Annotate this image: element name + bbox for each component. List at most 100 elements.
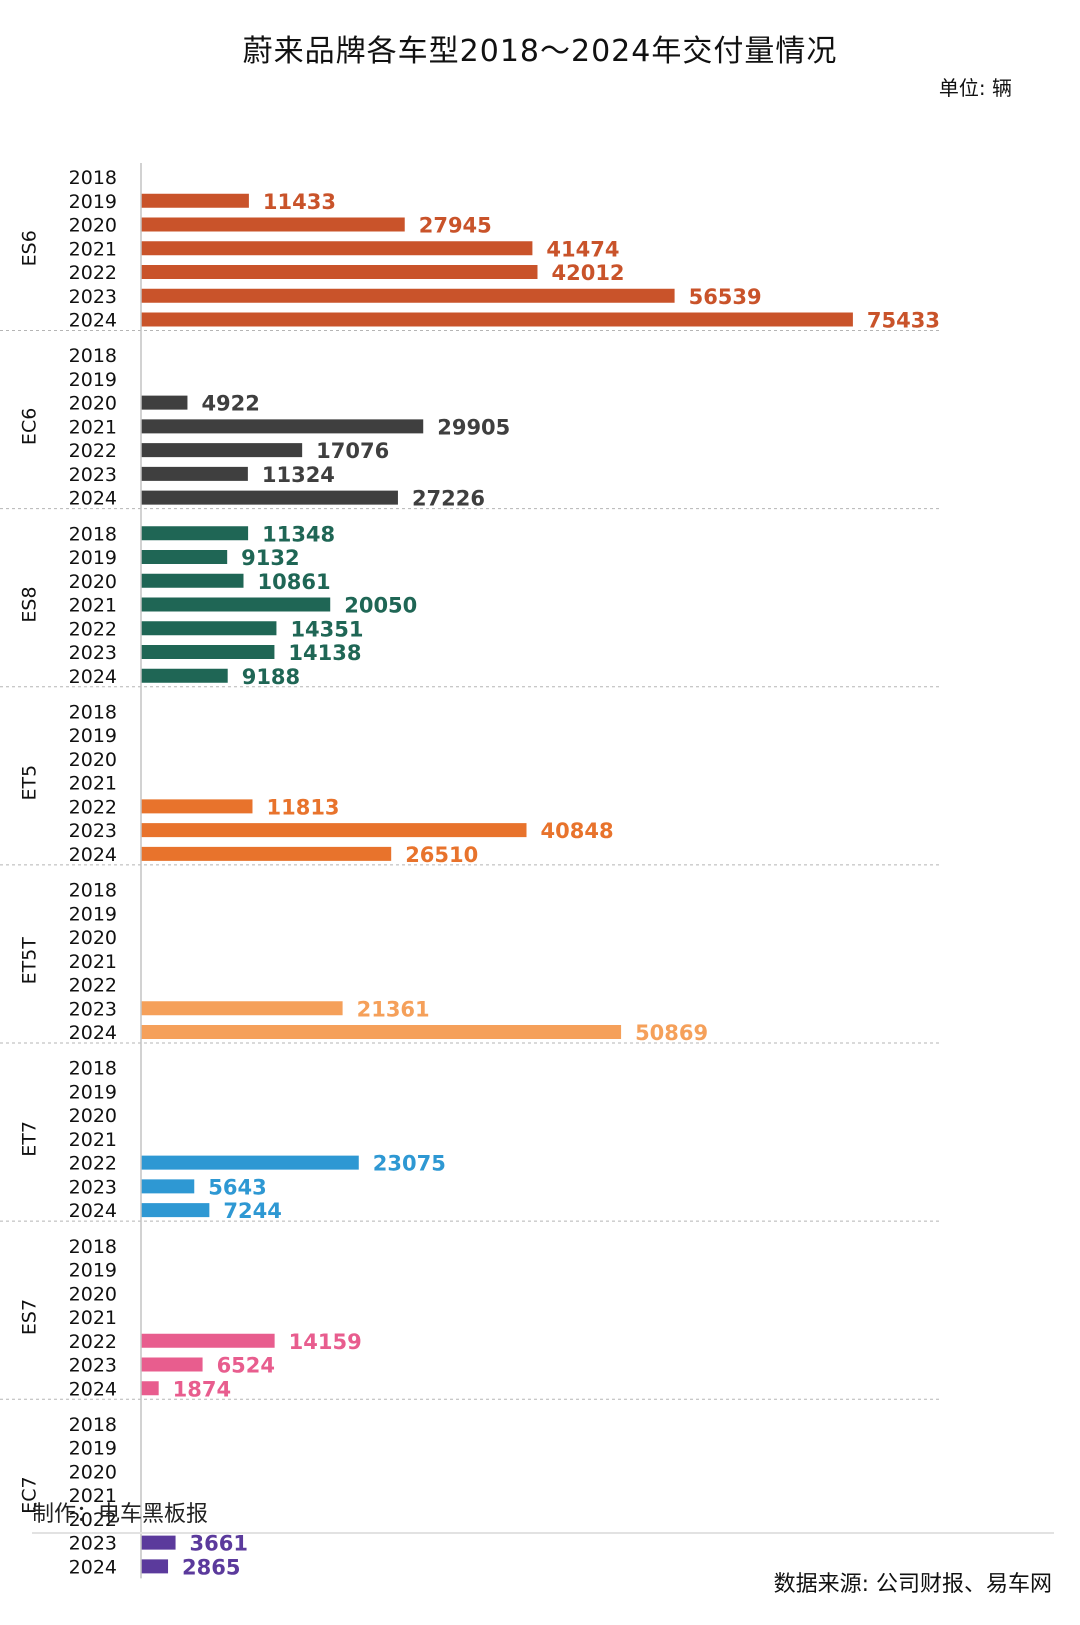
- bar-es8-2019: [141, 550, 228, 564]
- value-label: 1874: [173, 1377, 231, 1401]
- year-tick-label: 2021: [69, 773, 117, 795]
- year-tick-label: 2021: [69, 416, 117, 438]
- value-label: 27945: [419, 214, 492, 238]
- year-tick-label: 2024: [69, 844, 117, 866]
- year-tick-label: 2023: [69, 642, 117, 664]
- bar-es8-2021: [141, 597, 331, 612]
- value-label: 26510: [405, 843, 478, 867]
- credit-text: 制作：电车黑板报: [32, 1502, 209, 1527]
- year-tick-label: 2024: [69, 1378, 117, 1400]
- year-tick-label: 2018: [69, 523, 117, 545]
- value-label: 29905: [437, 415, 510, 439]
- bar-et5t-2023: [141, 1001, 343, 1016]
- year-tick-label: 2019: [69, 547, 117, 569]
- value-label: 14138: [288, 641, 361, 665]
- year-tick-label: 2023: [69, 1355, 117, 1377]
- value-label: 2865: [182, 1555, 240, 1579]
- value-label: 9188: [242, 665, 300, 689]
- year-tick-label: 2020: [69, 215, 117, 237]
- year-tick-label: 2022: [69, 1153, 117, 1175]
- model-label-et7: ET7: [19, 1121, 41, 1157]
- bar-es8-2022: [141, 621, 277, 636]
- bar-es6-2021: [141, 241, 533, 256]
- year-tick-label: 2024: [69, 666, 117, 688]
- year-tick-label: 2024: [69, 1200, 117, 1222]
- value-label: 21361: [357, 997, 430, 1021]
- model-label-es7: ES7: [19, 1299, 41, 1335]
- year-tick-label: 2021: [69, 951, 117, 973]
- year-tick-label: 2020: [69, 1105, 117, 1127]
- bar-ec6-2020: [141, 395, 188, 410]
- bar-es8-2018: [141, 526, 249, 541]
- bar-es6-2019: [141, 193, 249, 208]
- year-tick-label: 2019: [69, 1081, 117, 1103]
- year-tick-label: 2020: [69, 927, 117, 949]
- value-label: 42012: [551, 261, 624, 285]
- value-label: 3661: [190, 1532, 248, 1556]
- model-label-et5t: ET5T: [19, 937, 41, 985]
- year-tick-label: 2022: [69, 618, 117, 640]
- bar-es6-2022: [141, 265, 538, 279]
- year-tick-label: 2021: [69, 1485, 117, 1507]
- year-tick-label: 2022: [69, 796, 117, 818]
- bar-et5-2022: [141, 799, 253, 814]
- model-label-ec7: EC7: [19, 1476, 41, 1513]
- value-label: 23075: [373, 1152, 446, 1176]
- year-tick-label: 2020: [69, 393, 117, 415]
- bar-ec6-2021: [141, 419, 424, 434]
- value-label: 20050: [344, 594, 417, 618]
- value-label: 14351: [290, 617, 363, 641]
- value-label: 10861: [258, 570, 331, 594]
- year-tick-label: 2019: [69, 1438, 117, 1460]
- year-tick-label: 2018: [69, 1058, 117, 1080]
- value-label: 27226: [412, 487, 485, 511]
- year-tick-label: 2019: [69, 725, 117, 747]
- year-tick-label: 2022: [69, 1331, 117, 1353]
- year-tick-label: 2024: [69, 1022, 117, 1044]
- bar-es8-2020: [141, 573, 244, 588]
- value-label: 11813: [266, 795, 339, 819]
- bar-et7-2023: [141, 1179, 195, 1194]
- bar-es8-2024: [141, 668, 228, 683]
- bar-et7-2022: [141, 1155, 359, 1170]
- year-tick-label: 2020: [69, 749, 117, 771]
- value-label: 4922: [201, 392, 259, 416]
- year-tick-label: 2024: [69, 488, 117, 510]
- year-tick-label: 2022: [69, 1509, 117, 1531]
- year-tick-label: 2023: [69, 464, 117, 486]
- model-label-ec6: EC6: [19, 408, 41, 445]
- year-tick-label: 2023: [69, 1533, 117, 1555]
- value-label: 50869: [635, 1021, 708, 1045]
- year-tick-label: 2018: [69, 1414, 117, 1436]
- model-label-es8: ES8: [19, 586, 41, 622]
- year-tick-label: 2019: [69, 369, 117, 391]
- footer-divider: [32, 1532, 1054, 1534]
- model-label-et5: ET5: [19, 765, 41, 801]
- year-tick-label: 2020: [69, 571, 117, 593]
- value-label: 75433: [867, 309, 940, 333]
- year-tick-label: 2018: [69, 345, 117, 367]
- year-tick-label: 2024: [69, 310, 117, 332]
- year-tick-label: 2018: [69, 1236, 117, 1258]
- year-tick-label: 2018: [69, 701, 117, 723]
- bar-es7-2024: [141, 1381, 159, 1396]
- bar-es7-2023: [141, 1357, 203, 1372]
- value-label: 11433: [263, 190, 336, 214]
- bar-ec7-2023: [141, 1535, 176, 1550]
- bar-es7-2022: [141, 1333, 275, 1348]
- year-tick-label: 2021: [69, 238, 117, 260]
- bar-ec6-2023: [141, 466, 248, 481]
- year-tick-label: 2020: [69, 1461, 117, 1483]
- year-tick-label: 2022: [69, 975, 117, 997]
- bar-ec6-2022: [141, 443, 303, 458]
- value-label: 40848: [541, 819, 614, 843]
- bar-es6-2024: [141, 312, 853, 327]
- year-tick-label: 2022: [69, 262, 117, 284]
- value-label: 9132: [241, 546, 299, 570]
- year-tick-label: 2022: [69, 440, 117, 462]
- bar-es6-2023: [141, 288, 675, 303]
- source-text: 数据来源: 公司财报、易车网: [773, 1572, 1052, 1597]
- value-label: 41474: [546, 237, 619, 261]
- value-label: 56539: [689, 285, 762, 309]
- year-tick-label: 2021: [69, 595, 117, 617]
